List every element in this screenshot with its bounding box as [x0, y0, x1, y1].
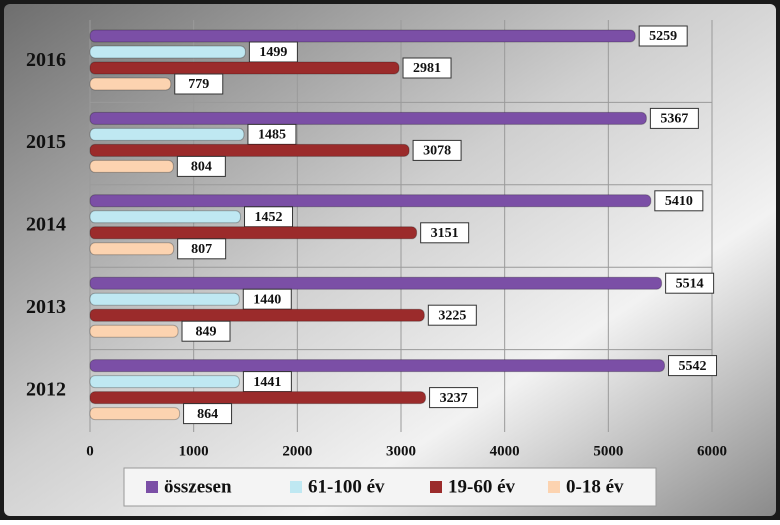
value-label-box [420, 222, 470, 244]
bar [89, 77, 172, 91]
legend-box [123, 467, 657, 507]
legend-label: 61-100 év [308, 476, 385, 497]
y-tick-label: 2015 [26, 131, 66, 153]
value-label-box [665, 272, 715, 294]
value-label: 1499 [259, 45, 287, 60]
value-label-box [183, 403, 233, 425]
value-label: 804 [191, 160, 212, 175]
legend-label: 0-18 év [566, 476, 624, 497]
value-label: 3078 [423, 144, 451, 159]
bar [89, 111, 647, 125]
value-label-box [654, 190, 704, 212]
legend-label: összesen [164, 476, 232, 497]
value-label: 1485 [258, 128, 286, 143]
value-label-box [668, 355, 718, 377]
x-tick-label: 5000 [593, 443, 623, 459]
value-label: 5410 [665, 194, 693, 209]
value-label: 3225 [438, 308, 466, 323]
bar [89, 242, 175, 256]
bar [89, 127, 245, 141]
bar [89, 194, 652, 208]
bar [89, 407, 181, 421]
bar [89, 276, 663, 290]
x-tick-label: 0 [86, 443, 94, 459]
value-label: 807 [191, 242, 212, 257]
bar [89, 292, 240, 306]
y-tick-label: 2016 [26, 49, 66, 71]
x-tick-label: 2000 [282, 443, 312, 459]
value-label: 849 [196, 324, 217, 339]
bar [89, 143, 410, 157]
bar [89, 375, 240, 389]
value-label-box [649, 107, 699, 129]
value-label: 5542 [679, 359, 707, 374]
value-label-box [429, 387, 479, 409]
bar [89, 324, 179, 338]
bar [89, 391, 427, 405]
value-label-box [181, 320, 231, 342]
legend-swatch [548, 481, 560, 493]
value-label-box [174, 73, 224, 95]
value-label: 1441 [253, 375, 281, 390]
value-label-box [427, 304, 477, 326]
value-label-box [402, 57, 452, 79]
value-label: 5514 [676, 276, 704, 291]
value-label: 3151 [431, 226, 459, 241]
value-label-box [177, 238, 227, 260]
bar [89, 210, 242, 224]
legend-label: 19-60 év [448, 476, 516, 497]
bar [89, 159, 174, 173]
y-tick-label: 2014 [26, 214, 66, 236]
legend-swatch [430, 481, 442, 493]
x-tick-label: 6000 [697, 443, 727, 459]
x-tick-label: 1000 [179, 443, 209, 459]
x-tick-label: 4000 [490, 443, 520, 459]
value-label: 2981 [413, 61, 441, 76]
value-label: 3237 [440, 391, 468, 406]
bar [89, 61, 400, 75]
y-tick-label: 2012 [26, 378, 66, 400]
value-label: 1440 [253, 292, 281, 307]
x-tick-label: 3000 [386, 443, 416, 459]
y-tick-label: 2013 [26, 296, 66, 318]
value-label-box [176, 155, 226, 177]
bar [89, 29, 636, 43]
value-label: 1452 [255, 210, 283, 225]
value-label: 5367 [660, 112, 688, 127]
value-label: 5259 [649, 29, 677, 44]
value-label: 864 [197, 407, 218, 422]
value-label-box [638, 25, 688, 47]
bar [89, 45, 246, 59]
legend-swatch [290, 481, 302, 493]
legend-swatch [146, 481, 158, 493]
bar [89, 359, 666, 373]
bar [89, 308, 425, 322]
bar [89, 226, 418, 240]
value-label-box [412, 139, 462, 161]
value-label: 779 [188, 77, 209, 92]
